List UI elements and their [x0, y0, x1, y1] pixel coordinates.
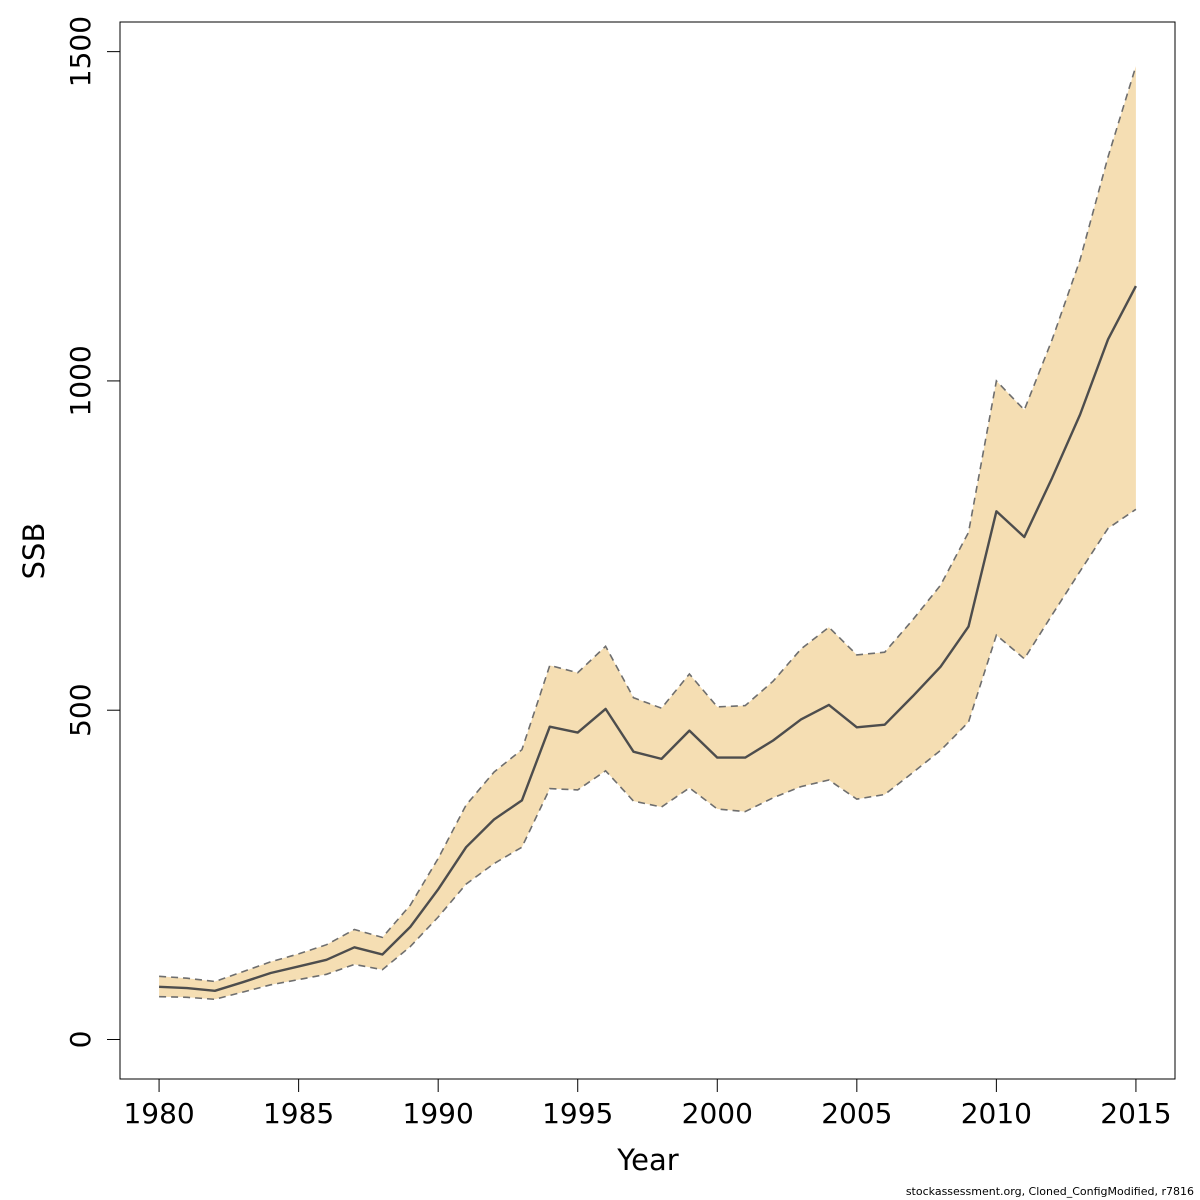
- ssb-estimate-line: [159, 285, 1137, 992]
- x-tick-label: 1995: [542, 1097, 613, 1130]
- x-tick-label: 1985: [263, 1097, 334, 1130]
- y-tick-label: 1500: [64, 16, 97, 87]
- upper-bound-line: [159, 65, 1137, 983]
- y-axis-title: SSB: [17, 523, 51, 580]
- y-axis: 0 500 1000 1500: [64, 16, 121, 1049]
- x-tick-label: 1990: [403, 1097, 474, 1130]
- confidence-band: [159, 66, 1136, 1000]
- x-tick-label: 1980: [123, 1097, 194, 1130]
- x-tick-label: 2000: [682, 1097, 753, 1130]
- x-tick-label: 2010: [961, 1097, 1032, 1130]
- x-tick-label: 2005: [821, 1097, 892, 1130]
- y-tick-label: 1000: [64, 345, 97, 416]
- footer-credit: stockassessment.org, Cloned_ConfigModifi…: [905, 1185, 1194, 1198]
- y-tick-label: 500: [64, 683, 97, 736]
- x-tick-label: 2015: [1100, 1097, 1171, 1130]
- y-tick-label: 0: [64, 1031, 97, 1049]
- lower-bound-line: [159, 508, 1137, 1001]
- x-axis-title: Year: [616, 1143, 678, 1177]
- x-axis: 1980 1985 1990 1995 2000 2005 2010 2015: [123, 1078, 1172, 1130]
